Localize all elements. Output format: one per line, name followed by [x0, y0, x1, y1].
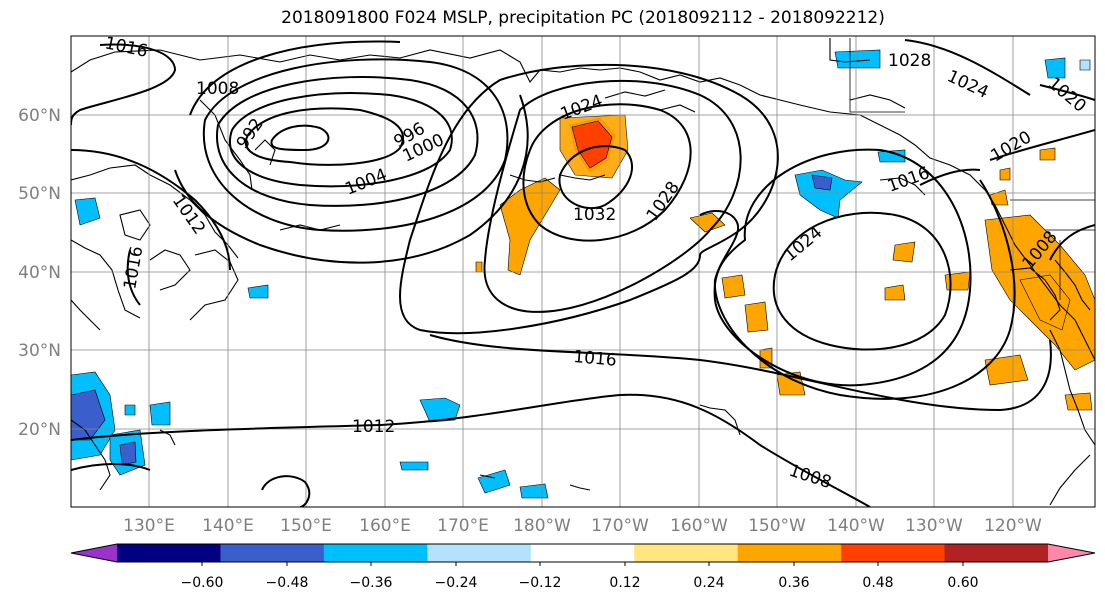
map-area: 1016 1008 992 996 1000 1004 1012 1016 10…: [71, 33, 1095, 507]
isobars: [71, 39, 1095, 507]
colorbar-tick-label: −0.12: [519, 575, 562, 591]
lon-label: 170°E: [437, 516, 489, 536]
colorbar-outline: [70, 543, 1096, 563]
colorbar-segment: [323, 544, 428, 562]
colorbar-tick-labels: −0.60 −0.48 −0.36 −0.24 −0.12 0.12 0.24 …: [181, 575, 979, 591]
colorbar-tick-label: −0.48: [266, 575, 309, 591]
isobar-label: 1016: [103, 33, 149, 62]
colorbar-tick-label: 0.48: [862, 575, 893, 591]
lon-label: 130°E: [123, 516, 175, 536]
lon-label: 130°W: [905, 516, 963, 536]
isobar-labels: 1016 1008 992 996 1000 1004 1012 1016 10…: [103, 33, 1090, 493]
longitude-labels: 130°E 140°E 150°E 160°E 170°E 180°W 170°…: [123, 516, 1042, 536]
lon-label: 150°W: [748, 516, 806, 536]
colorbar-segment: [737, 544, 842, 562]
lat-label: 40°N: [18, 263, 61, 283]
colorbar-segments: [70, 543, 1096, 566]
isobar-label: 1028: [643, 178, 684, 225]
colorbar-segment: [71, 544, 117, 562]
map-frame: [70, 35, 1096, 508]
lon-label: 170°W: [591, 516, 649, 536]
isobar-label: 1020: [988, 127, 1035, 166]
isobar-label: 1016: [885, 163, 932, 197]
colorbar-tick-label: 0.36: [778, 575, 809, 591]
colorbar-tick-label: −0.24: [435, 575, 478, 591]
latitude-labels: 60°N 50°N 40°N 30°N 20°N: [18, 106, 61, 440]
lat-label: 30°N: [18, 341, 61, 361]
lat-label: 60°N: [18, 106, 61, 126]
colorbar-segment: [634, 544, 739, 562]
colorbar-segment: [530, 544, 635, 562]
lon-label: 140°W: [827, 516, 885, 536]
colorbar-segment: [220, 544, 325, 562]
colorbar-segment: [944, 544, 1049, 562]
lon-label: 180°W: [513, 516, 571, 536]
colorbar: −0.60 −0.48 −0.36 −0.24 −0.12 0.12 0.24 …: [70, 543, 1096, 591]
colorbar-tick-label: 0.12: [609, 575, 640, 591]
map-title: 2018091800 F024 MSLP, precipitation PC (…: [281, 8, 885, 28]
isobar-label: 1012: [168, 191, 209, 238]
isobar-label: 1012: [352, 417, 395, 437]
isobar-label: 1008: [196, 79, 239, 99]
lon-label: 120°W: [984, 516, 1042, 536]
colorbar-segment: [427, 544, 532, 562]
colorbar-tick-label: −0.36: [350, 575, 393, 591]
isobar-label: 992: [233, 115, 268, 153]
colorbar-tick-label: 0.60: [947, 575, 978, 591]
colorbar-tick-label: 0.24: [693, 575, 724, 591]
isobar-label: 1016: [120, 245, 147, 291]
isobar-label: 1004: [342, 165, 390, 200]
colorbar-segment: [1048, 544, 1095, 562]
isobar-label: 1024: [780, 223, 826, 266]
lon-label: 160°E: [359, 516, 411, 536]
isobar-label: 1016: [573, 347, 618, 371]
isobar-label: 1008: [786, 461, 833, 493]
lat-label: 20°N: [18, 420, 61, 440]
colorbar-tick-label: −0.60: [181, 575, 224, 591]
isobar-label: 1028: [888, 51, 931, 71]
lon-label: 150°E: [280, 516, 332, 536]
lon-label: 160°W: [670, 516, 728, 536]
colorbar-segment: [841, 544, 946, 562]
lat-label: 50°N: [18, 184, 61, 204]
isobar-label: 1024: [944, 66, 992, 102]
colorbar-segment: [117, 544, 221, 562]
lon-label: 140°E: [202, 516, 254, 536]
isobar-label: 1032: [573, 205, 616, 225]
isobar-label: 1020: [1044, 74, 1090, 117]
